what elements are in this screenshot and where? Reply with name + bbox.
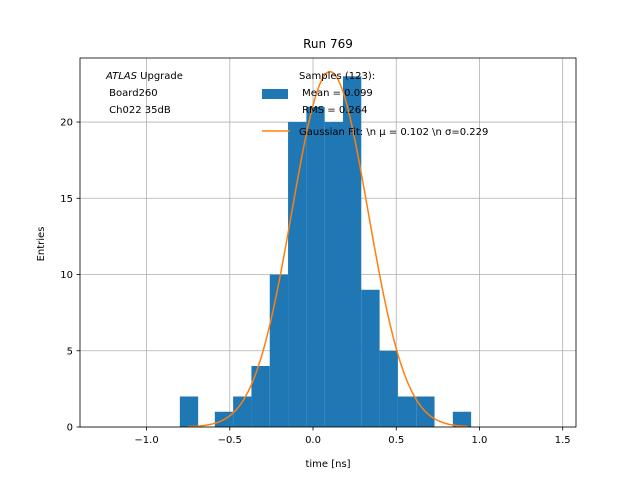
x-tick-label: 0.0 bbox=[305, 435, 321, 446]
histogram-bar bbox=[452, 411, 472, 427]
legend-histogram-line-1: Samples (123): bbox=[299, 71, 375, 82]
upgrade-label: Upgrade bbox=[137, 71, 183, 82]
y-tick-label: 5 bbox=[67, 346, 73, 357]
histogram-bar bbox=[342, 76, 362, 428]
atlas-label: ATLAS bbox=[105, 71, 138, 82]
y-tick-label: 20 bbox=[60, 118, 73, 129]
x-tick-label: −1.0 bbox=[134, 435, 158, 446]
histogram-bars bbox=[179, 76, 472, 428]
histogram-bar bbox=[361, 289, 380, 427]
y-tick-label: 15 bbox=[60, 194, 73, 205]
y-tick-label: 10 bbox=[60, 270, 73, 281]
histogram-bar bbox=[288, 122, 307, 427]
legend-fit-label: Gaussian Fit: \n μ = 0.102 \n σ=0.229 bbox=[299, 127, 488, 138]
gaussian-fit-curve bbox=[188, 71, 468, 428]
annotation-line-2: Board260 bbox=[106, 88, 158, 99]
annotation: ATLAS Upgrade Board260 Ch022 35dB bbox=[105, 71, 183, 116]
y-axis-ticks: 0 5 10 15 20 bbox=[60, 118, 80, 434]
annotation-line-1: ATLAS Upgrade bbox=[105, 71, 183, 82]
histogram-bar bbox=[179, 396, 199, 427]
histogram-bar bbox=[379, 350, 398, 427]
legend-histogram-line-3: RMS = 0.264 bbox=[299, 105, 367, 116]
histogram-bar bbox=[251, 366, 270, 427]
y-axis-label: Entries bbox=[36, 227, 47, 262]
x-tick-label: 1.5 bbox=[555, 435, 571, 446]
legend-histogram-swatch bbox=[262, 89, 288, 99]
x-tick-label: 1.0 bbox=[472, 435, 488, 446]
annotation-line-3: Ch022 35dB bbox=[106, 105, 171, 116]
histogram-bar bbox=[269, 274, 289, 427]
histogram-bar bbox=[324, 122, 343, 427]
histogram-bar bbox=[306, 106, 325, 427]
x-axis-label: time [ns] bbox=[305, 459, 350, 470]
legend-histogram-line-2: Mean = 0.099 bbox=[299, 88, 373, 99]
y-tick-label: 0 bbox=[67, 423, 73, 434]
x-axis-ticks: −1.0 −0.5 0.0 0.5 1.0 1.5 bbox=[134, 427, 571, 446]
plot-frame bbox=[79, 57, 577, 428]
chart-title: Run 769 bbox=[303, 37, 353, 51]
x-tick-label: 0.5 bbox=[388, 435, 404, 446]
histogram-bar bbox=[397, 396, 417, 427]
histogram-bar bbox=[233, 396, 252, 427]
legend: Samples (123): Mean = 0.099 RMS = 0.264 … bbox=[262, 71, 488, 138]
x-tick-label: −0.5 bbox=[218, 435, 242, 446]
